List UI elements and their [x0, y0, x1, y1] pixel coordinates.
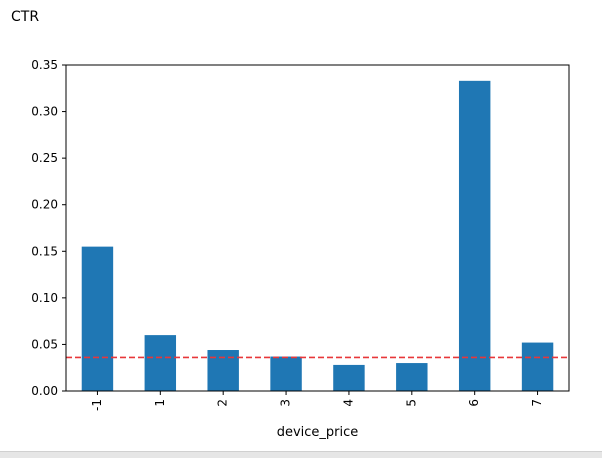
x-tick-label: -1: [90, 399, 104, 411]
bar-6: [458, 80, 491, 391]
bar-2: [207, 350, 239, 391]
x-tick-label: 4: [341, 399, 355, 407]
x-tick-label: 2: [216, 399, 230, 407]
cell-output-label: CTR: [11, 9, 40, 25]
bar-5: [396, 363, 428, 391]
bar-3: [270, 356, 302, 391]
x-tick-label: 3: [279, 399, 293, 407]
axes-frame: [65, 64, 570, 392]
y-tick-label: 0.10: [31, 291, 58, 305]
y-tick-label: 0.15: [31, 244, 58, 258]
horizontal-scrollbar[interactable]: [0, 451, 602, 458]
bar-1: [144, 335, 177, 391]
x-tick-label: 7: [530, 399, 544, 407]
y-tick-label: 0.30: [31, 105, 58, 119]
y-tick-label: 0.05: [31, 337, 58, 351]
x-tick-label: 5: [404, 399, 418, 407]
y-tick-label: 0.35: [31, 58, 58, 72]
plot-area: 0.00 0.05 0.10 0.15 0.20 0.25 0.30 0.35 -1 1 2 3 4 5 6…: [31, 58, 570, 440]
bar--1: [81, 246, 114, 391]
y-tick-label: 0.00: [31, 384, 58, 398]
y-tick-label: 0.20: [31, 198, 58, 212]
y-tick-label: 0.25: [31, 151, 58, 165]
x-tick-label: 1: [153, 399, 167, 407]
x-tick-label: 6: [467, 399, 481, 407]
bar-4: [333, 364, 365, 391]
x-axis-label: device_price: [277, 425, 359, 440]
bar-7: [521, 342, 554, 391]
